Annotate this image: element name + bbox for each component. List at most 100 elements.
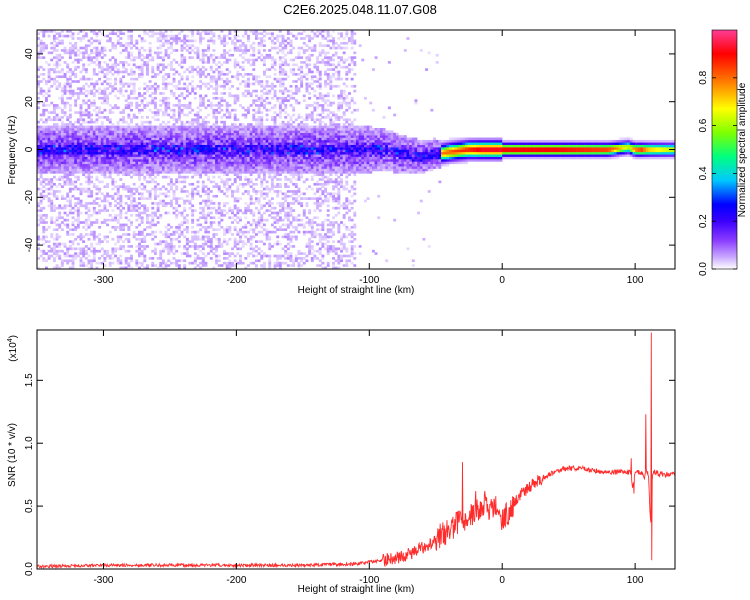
spectrogram-cell	[100, 254, 104, 258]
spectrogram-cell	[161, 199, 165, 203]
spectrogram-cell	[249, 237, 253, 241]
spectrogram-cell	[169, 180, 173, 184]
spectrogram-cell	[124, 161, 128, 165]
spectrogram-cell	[127, 249, 131, 253]
spectrogram-cell	[244, 149, 248, 153]
spectrogram-cell	[239, 163, 242, 167]
spectrogram-cell	[122, 130, 125, 134]
spectrogram-cell	[217, 163, 221, 167]
spectrogram-cell	[132, 77, 136, 81]
spectrogram-cell	[98, 132, 102, 136]
spectrogram-cell	[153, 87, 157, 90]
spectrogram-cell	[249, 242, 253, 246]
spectrogram-cell	[278, 185, 282, 188]
spectrogram-cell	[215, 111, 219, 114]
spectrogram-cell	[47, 197, 51, 200]
spectrogram-cell	[138, 159, 141, 162]
spectrogram-cell	[223, 151, 226, 155]
spectrogram-cell	[55, 163, 59, 167]
spectrogram-cell	[95, 130, 99, 134]
spectrogram-cell	[63, 49, 67, 52]
spectrogram-cell	[188, 104, 192, 107]
spectrogram-cell	[132, 182, 136, 186]
spectrogram-cell	[265, 32, 269, 36]
spectrogram-cell	[55, 237, 59, 241]
spectrogram-cell	[161, 161, 165, 165]
spectrogram-cell	[44, 118, 48, 122]
spectrogram-cell	[82, 101, 86, 105]
spectrogram-cell	[273, 125, 277, 129]
spectrogram-cell	[167, 190, 171, 193]
spectrogram-cell	[241, 113, 245, 117]
spectrogram-cell	[185, 137, 189, 141]
spectrogram-cell	[209, 199, 213, 203]
spectrogram-cell	[260, 125, 264, 129]
spectrogram-cell	[74, 75, 78, 79]
spectrogram-cell	[212, 202, 216, 205]
spectrogram-cell	[103, 185, 107, 188]
spectrogram-cell	[145, 266, 149, 269]
spectrogram-cell	[233, 123, 237, 126]
spectrogram-cell	[145, 70, 149, 74]
spectrogram-cell	[143, 187, 147, 191]
spectrogram-cell	[63, 46, 67, 50]
spectrogram-cell	[135, 142, 139, 145]
spectrogram-cell	[138, 192, 141, 196]
spectrogram-cell	[278, 127, 282, 131]
spectrogram-cell	[204, 84, 208, 88]
spectrogram-cell	[63, 113, 67, 117]
spectrogram-cell	[135, 96, 139, 100]
spectrogram-cell	[270, 63, 274, 67]
spectrogram-cell	[153, 247, 157, 251]
spectrogram-cell	[159, 252, 163, 255]
spectrogram-cell	[37, 209, 40, 212]
spectrogram-cell	[161, 41, 165, 45]
spectrogram-cell	[159, 46, 163, 50]
spectrogram-cell	[50, 139, 54, 143]
spectrogram-cell	[183, 264, 187, 267]
spectrogram-cell	[172, 233, 176, 236]
spectrogram-cell	[153, 214, 157, 217]
spectrogram-cell	[37, 132, 40, 136]
spectrogram-cell	[217, 84, 221, 88]
spectrogram-cell	[39, 214, 43, 217]
spectrogram-cell	[209, 104, 213, 107]
spectrogram-cell	[231, 171, 234, 174]
spectrogram-cell	[164, 175, 168, 179]
spectrogram-cell	[119, 202, 123, 205]
spectrogram-cell	[167, 247, 171, 251]
spectrogram-cell	[183, 113, 187, 117]
spectrogram-cell	[172, 230, 176, 234]
spectrogram-cell	[39, 206, 43, 210]
spectrogram-cell	[249, 261, 253, 265]
spectrogram-cell	[180, 190, 184, 193]
spectrogram-cell	[130, 209, 133, 212]
spectrogram-cell	[236, 142, 240, 145]
spectrogram-cell	[153, 89, 157, 93]
spectrogram-cell	[79, 261, 83, 265]
spectrogram-cell	[66, 89, 70, 93]
spectrogram-cell	[114, 94, 117, 98]
spectrogram-cell	[262, 56, 266, 59]
spectrogram-cell	[103, 259, 107, 263]
spectrogram-cell	[262, 154, 266, 157]
spectrogram-cell	[278, 242, 282, 246]
spectrogram-cell	[207, 171, 211, 174]
spectrogram-cell	[185, 254, 189, 258]
spectrogram-cell	[191, 163, 195, 167]
spectrogram-cell	[276, 135, 280, 138]
spectrogram-cell	[111, 84, 115, 88]
spectrogram-cell	[68, 211, 72, 215]
spectrogram-cell	[151, 211, 155, 215]
spectrogram-cell	[135, 56, 139, 59]
spectrogram-cell	[103, 237, 107, 241]
spectrogram-cell	[217, 56, 221, 59]
spectrogram-cell	[71, 127, 75, 131]
spectrogram-cell	[60, 120, 64, 124]
spectrogram-cell	[47, 137, 51, 141]
spectrogram-cell	[124, 144, 128, 148]
spectrogram-cell	[215, 161, 219, 165]
spectrogram-cell	[44, 80, 48, 83]
spectrogram-cell	[215, 118, 219, 122]
spectrogram-cell	[199, 211, 203, 215]
